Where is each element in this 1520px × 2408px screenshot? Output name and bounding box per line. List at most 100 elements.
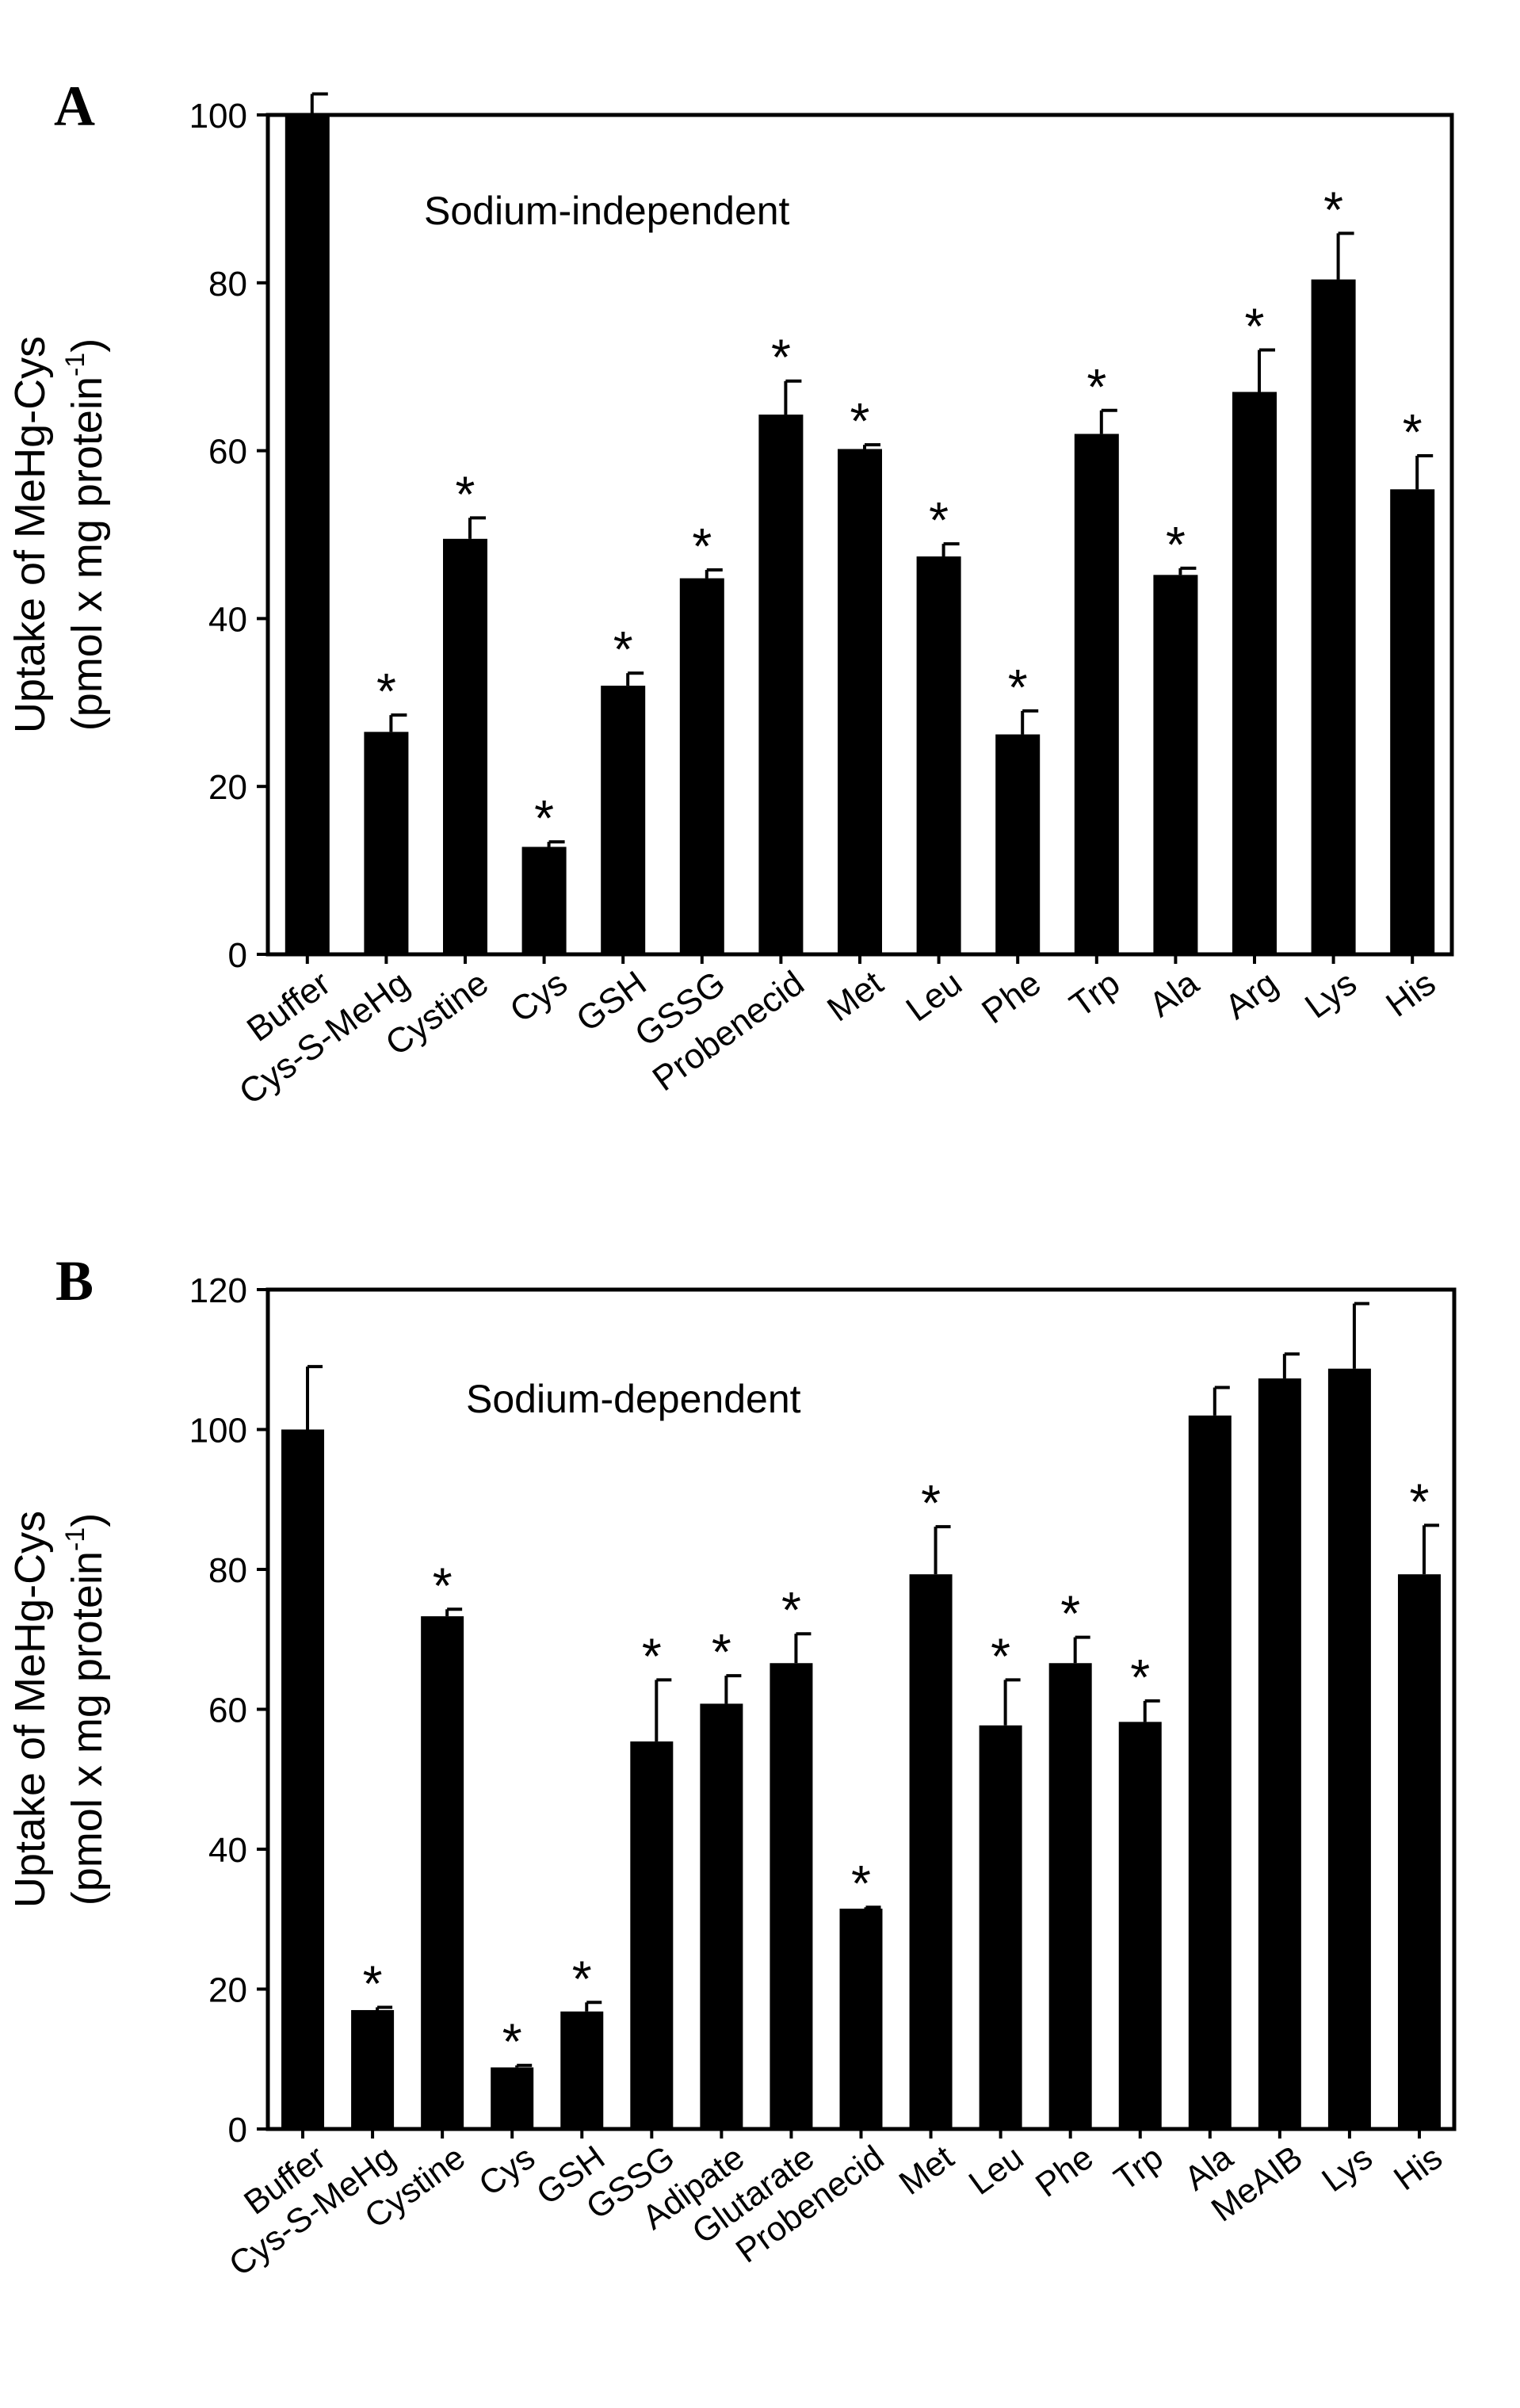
y-axis-title-line2: (pmol x mg protein-1)	[60, 338, 111, 731]
significance-marker: *	[1323, 181, 1343, 238]
significance-marker: *	[1008, 659, 1028, 716]
y-tick-label: 60	[208, 1691, 247, 1730]
significance-marker: *	[613, 621, 633, 678]
y-tick-label: 20	[208, 768, 247, 807]
x-category-label: Phe	[975, 964, 1048, 1032]
significance-marker: *	[1245, 298, 1265, 355]
y-tick-label: 40	[208, 600, 247, 639]
significance-marker: *	[456, 465, 475, 522]
significance-marker: *	[376, 663, 396, 720]
y-tick-label: 0	[228, 2111, 247, 2150]
bar	[700, 1703, 743, 2129]
y-tick-label: 20	[208, 1971, 247, 2010]
bar	[364, 732, 409, 954]
bar	[281, 1429, 325, 2129]
bar	[995, 734, 1041, 954]
bar	[909, 1574, 953, 2129]
bar	[838, 449, 882, 954]
bar	[601, 686, 646, 954]
y-tick-label: 100	[189, 1412, 247, 1451]
x-category-label: Met	[820, 964, 890, 1030]
bar	[1390, 489, 1435, 954]
significance-marker: *	[1087, 358, 1106, 415]
bar	[560, 2011, 604, 2129]
bar	[679, 578, 724, 954]
y-axis-title-line1: Uptake of MeHg-Cys	[6, 336, 54, 733]
bar	[1048, 1663, 1092, 2129]
x-category-label: Trp	[1063, 964, 1127, 1025]
bar	[443, 538, 487, 954]
x-category-label: Arg	[1218, 964, 1285, 1027]
x-category-label: Trp	[1107, 2139, 1170, 2199]
y-axis-title-prefix: (pmol x mg protein	[63, 1551, 111, 1905]
panel-a-letter: A	[54, 75, 95, 138]
bar	[351, 2009, 395, 2129]
bar	[770, 1663, 813, 2129]
bar	[1311, 279, 1356, 955]
y-axis-title-superscript: -1	[60, 1527, 90, 1551]
significance-marker: *	[991, 1627, 1010, 1684]
significance-marker: *	[850, 392, 870, 449]
bar	[1232, 392, 1277, 955]
bar	[421, 1616, 464, 2129]
x-category-label: Cys	[472, 2139, 542, 2204]
y-axis-title-suffix: )	[63, 1513, 111, 1527]
significance-marker: *	[781, 1581, 801, 1638]
x-category-label: Phe	[1029, 2139, 1100, 2205]
y-tick-label: 40	[208, 1831, 247, 1870]
y-tick-label: 80	[208, 1551, 247, 1590]
x-category-label: Leu	[962, 2139, 1030, 2203]
bar	[758, 415, 804, 954]
significance-marker: *	[929, 491, 949, 548]
y-tick-label: 0	[228, 936, 247, 975]
panel-b-letter: B	[55, 1249, 94, 1313]
significance-marker: *	[363, 1955, 383, 2012]
bar	[916, 556, 961, 954]
x-category-label: Leu	[899, 964, 969, 1030]
bar	[521, 847, 567, 954]
significance-marker: *	[534, 789, 554, 847]
significance-marker: *	[433, 1557, 453, 1614]
panel-annotation: Sodium-dependent	[466, 1377, 801, 1421]
x-category-label: Cys	[503, 964, 575, 1030]
bar	[491, 2067, 534, 2129]
bar	[1258, 1378, 1301, 2129]
y-tick-label: 100	[189, 97, 247, 136]
bar	[285, 115, 330, 954]
y-tick-label: 60	[208, 433, 247, 472]
significance-marker: *	[572, 1950, 592, 2007]
bar	[839, 1909, 883, 2129]
bar	[1188, 1415, 1232, 2129]
y-axis-title-suffix: )	[63, 338, 111, 353]
x-category-label: His	[1379, 964, 1442, 1025]
significance-marker: *	[1130, 1649, 1150, 1706]
significance-marker: *	[1060, 1585, 1080, 1642]
bar	[1118, 1722, 1162, 2129]
significance-marker: *	[851, 1855, 871, 1912]
bar	[1153, 575, 1198, 954]
bar	[1074, 434, 1119, 954]
bar	[630, 1741, 674, 2129]
bar	[979, 1725, 1022, 2129]
y-axis-title-line1: Uptake of MeHg-Cys	[6, 1511, 54, 1908]
y-tick-label: 120	[189, 1271, 247, 1310]
x-category-label: Met	[892, 2139, 961, 2203]
significance-marker: *	[502, 2013, 522, 2070]
significance-marker: *	[712, 1623, 731, 1680]
y-axis-title-superscript: -1	[60, 353, 90, 376]
y-axis-title-prefix: (pmol x mg protein	[63, 376, 111, 731]
y-tick-label: 80	[208, 265, 247, 304]
significance-marker: *	[1166, 516, 1186, 573]
x-category-label: His	[1387, 2139, 1449, 2198]
significance-marker: *	[921, 1474, 941, 1531]
significance-marker: *	[642, 1627, 662, 1684]
significance-marker: *	[692, 518, 712, 575]
x-category-label: Lys	[1298, 964, 1364, 1026]
panel-annotation: Sodium-independent	[424, 189, 790, 233]
panel-a: A 020406080100**************BufferCys-S-…	[6, 75, 1454, 1112]
bar	[1397, 1574, 1441, 2129]
significance-marker: *	[1410, 1473, 1430, 1530]
significance-marker: *	[771, 329, 791, 386]
